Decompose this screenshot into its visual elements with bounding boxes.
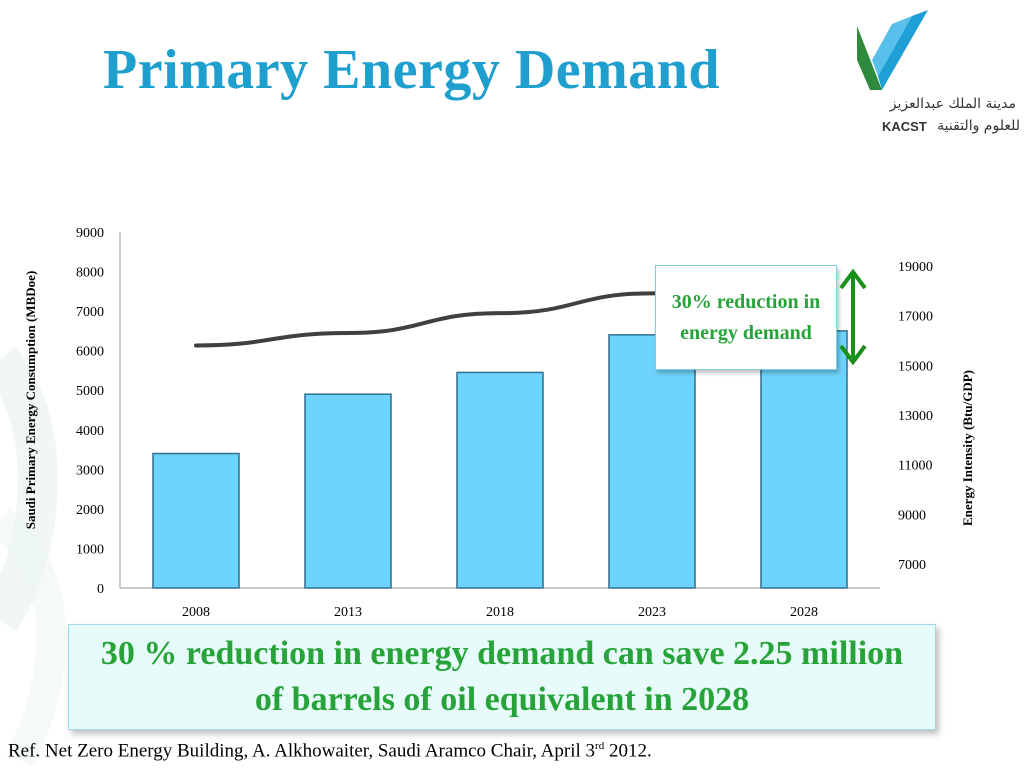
x-tick-label: 2008: [182, 605, 210, 620]
bar-2008: [152, 452, 240, 589]
reference-sup: rd: [595, 740, 605, 752]
bar-2018: [456, 371, 544, 589]
callout-text: 30% reduction in energy demand: [671, 290, 821, 344]
y-tick-label: 8000: [76, 266, 104, 281]
conclusion-text: 30 % reduction in energy demand can save…: [100, 635, 904, 718]
y-tick-label: 6000: [76, 345, 104, 360]
reference: Ref. Net Zero Energy Building, A. Alkhow…: [8, 740, 652, 762]
y2-tick-label: 19000: [898, 260, 933, 275]
conclusion-box: 30 % reduction in energy demand can save…: [68, 624, 936, 730]
y-axis-title: Saudi Primary Energy Consumption (MBDoe): [23, 271, 38, 530]
y2-tick-label: 9000: [898, 508, 926, 523]
x-tick-label: 2028: [790, 605, 818, 620]
x-tick-label: 2018: [486, 605, 514, 620]
y-tick-label: 4000: [76, 424, 104, 439]
logo-abbreviation: KACST: [882, 119, 927, 134]
kacst-logo-icon: [857, 10, 928, 90]
y2-tick-label: 13000: [898, 409, 933, 424]
y-tick-label: 0: [97, 582, 104, 597]
x-tick-label: 2023: [638, 605, 666, 620]
y-tick-label: 3000: [76, 463, 104, 478]
logo-arabic-line1: مدينة الملك عبدالعزيز: [889, 96, 1016, 112]
energy-demand-chart: 0 1000 2000 3000 4000 5000 6000 7000 8000 9000 700…: [23, 226, 975, 620]
y2-tick-label: 7000: [898, 558, 926, 573]
reference-tail: 2012.: [604, 740, 652, 762]
page-title: Primary Energy Demand: [103, 39, 721, 101]
y2-tick-label: 17000: [898, 310, 933, 325]
double-headed-arrow-icon: [839, 268, 867, 366]
y-tick-label: 5000: [76, 384, 104, 399]
y-tick-label: 9000: [76, 226, 104, 241]
y-tick-label: 1000: [76, 542, 104, 557]
y2-axis-title: Energy Intensity (Btu/GDP): [960, 370, 975, 526]
bar-2028: [760, 330, 848, 589]
reference-text: Ref. Net Zero Energy Building, A. Alkhow…: [8, 740, 596, 762]
kacst-logo: مدينة الملك عبدالعزيز KACST للعلوم والتق…: [852, 8, 1024, 138]
y-tick-label: 7000: [76, 305, 104, 320]
x-tick-label: 2013: [334, 605, 362, 620]
logo-arabic-line2: للعلوم والتقنية: [937, 118, 1020, 134]
y-tick-label: 2000: [76, 503, 104, 518]
y2-tick-label: 11000: [898, 459, 932, 474]
bar-2023: [608, 334, 696, 589]
bar-2013: [304, 393, 392, 589]
y2-tick-label: 15000: [898, 359, 933, 374]
callout-box: 30% reduction in energy demand: [655, 265, 837, 370]
